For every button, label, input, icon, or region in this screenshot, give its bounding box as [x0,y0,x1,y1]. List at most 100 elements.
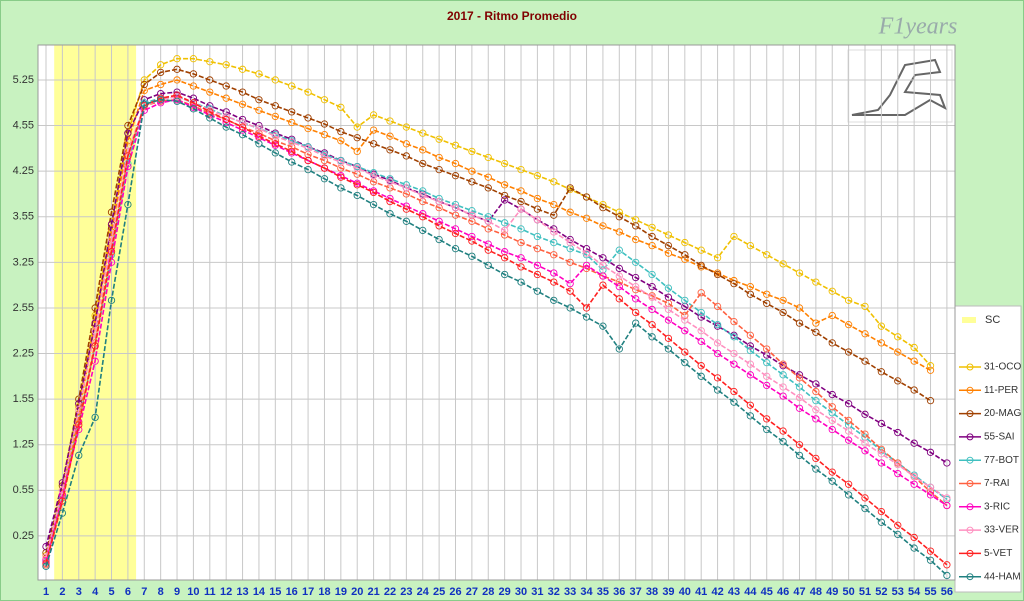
data-point [615,272,623,280]
data-point [943,561,951,569]
data-point [451,245,460,253]
data-point [419,159,427,168]
data-point [91,413,99,422]
data-point [500,226,509,235]
series-line [45,95,948,558]
x-tick-label: 41 [695,586,707,598]
data-point [746,371,754,379]
data-point [451,200,460,209]
data-point [566,208,574,216]
data-point [877,339,886,347]
data-point [730,317,738,326]
data-point [763,251,771,259]
data-point [533,270,542,279]
data-point [812,454,820,463]
data-point [451,141,460,149]
x-tick-label: 11 [204,586,216,598]
x-tick-label: 25 [433,586,445,598]
data-point [238,118,247,127]
data-point [894,530,902,539]
data-point [189,105,198,113]
data-point [632,273,640,282]
series [42,93,951,561]
data-point [812,387,820,396]
data-point [681,327,689,335]
data-point [713,270,722,279]
data-point [288,158,296,166]
data-point [435,197,443,206]
legend-marker [966,386,974,394]
data-point [419,213,427,221]
data-point [369,172,378,180]
data-point [353,181,361,189]
x-tick-label: 30 [515,586,527,598]
x-tick-label: 48 [810,586,822,598]
data-point [681,359,689,367]
data-point [533,205,542,213]
data-point [779,392,787,400]
data-point [730,398,738,406]
data-point [599,281,607,289]
data-point [140,76,148,84]
data-point [779,296,787,304]
data-point [222,108,230,116]
series-line [45,79,931,559]
data-point [337,137,345,145]
data-point [386,146,394,154]
data-point [189,70,198,78]
data-point [746,241,754,250]
data-point [828,403,836,411]
data-point [451,225,460,233]
data-point [795,319,804,327]
data-point [713,321,722,329]
data-point [877,419,886,428]
data-point [533,261,542,270]
data-point [615,213,623,221]
data-point [238,123,247,131]
data-point [861,447,869,455]
data-point [615,345,623,353]
legend-marker [966,410,974,418]
x-tick-label: 17 [302,586,314,598]
data-point [877,518,886,526]
data-point [566,238,574,247]
plot-area [38,45,955,580]
legend-label: 20-MAG [984,408,1021,419]
data-point [517,165,525,174]
data-point [730,360,738,368]
data-point [632,295,640,303]
data-point [894,428,902,437]
data-point [910,343,918,352]
data-point [697,337,705,346]
data-point [763,290,771,298]
data-point [844,400,853,408]
data-point [926,448,935,456]
x-tick-label: 55 [924,586,936,598]
data-point [550,228,558,236]
data-point [550,211,558,219]
x-tick-label: 18 [318,586,330,598]
data-point [500,270,509,279]
data-point [648,305,656,314]
data-point [877,368,886,376]
x-tick-label: 9 [174,586,180,598]
data-point [517,278,525,286]
legend-label: 5-VET [984,548,1012,559]
data-point [697,362,705,370]
data-point [664,249,673,257]
data-point [599,222,607,230]
data-point [369,200,378,209]
data-point [812,397,820,405]
data-point [697,246,705,254]
data-point [107,235,116,244]
data-point [615,264,623,273]
data-point [664,231,673,239]
data-point [910,439,918,447]
data-point [664,334,673,342]
data-point [713,374,722,382]
data-point [206,58,214,66]
data-point [828,390,836,399]
data-point [926,491,935,499]
data-point [386,175,394,183]
x-tick-label: 34 [580,586,593,598]
